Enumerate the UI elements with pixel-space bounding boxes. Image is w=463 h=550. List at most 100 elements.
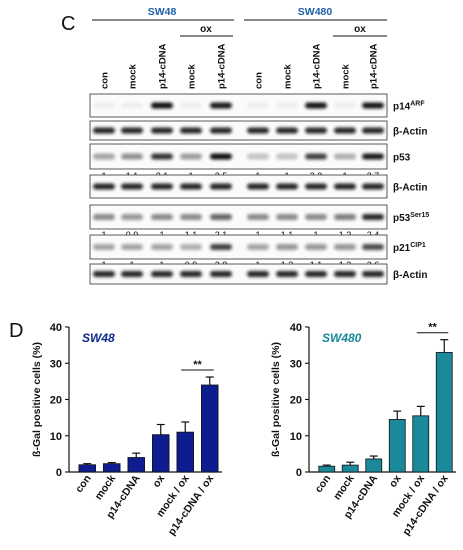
category-label: ox [150, 473, 167, 490]
bar [78, 464, 96, 473]
significance-marker: ** [193, 359, 202, 371]
protein-label: β-Actin [393, 270, 427, 281]
y-tick-label: 0 [296, 467, 302, 479]
blot-strip [89, 120, 388, 141]
protein-band [247, 244, 269, 250]
ox-label: ox [354, 24, 366, 35]
blot-frame [89, 174, 388, 199]
protein-band [362, 102, 384, 109]
protein-band [210, 127, 232, 134]
protein-label: p53Ser15 [393, 212, 429, 224]
protein-band [362, 183, 384, 190]
protein-band [334, 127, 356, 134]
blot-frame [89, 263, 388, 285]
protein-band [334, 183, 356, 190]
lane-label: con [100, 72, 111, 89]
y-tick-label: 0 [56, 467, 62, 479]
y-tick-label: 10 [290, 431, 302, 443]
lane-label: p14-cDNA [158, 43, 169, 89]
protein-band [210, 214, 232, 220]
chart-title: SW48 [82, 331, 115, 345]
category-label: con [73, 473, 94, 495]
protein-band [121, 244, 143, 250]
bar [388, 419, 406, 473]
protein-band [180, 153, 202, 160]
blot-frame [89, 120, 388, 141]
y-axis-label: ß-Gal positive cells (%) [270, 342, 282, 457]
protein-band [247, 183, 269, 190]
chart-title: SW480 [322, 331, 362, 345]
bar [341, 464, 359, 473]
protein-band [180, 271, 202, 277]
protein-band [180, 244, 202, 250]
protein-band [93, 102, 115, 109]
y-tick-label: 20 [50, 395, 62, 407]
bar-chart: 0 10 20 30 40 ß-Gal positive cells (%) SW480 co… [270, 322, 456, 538]
protein-band [151, 183, 173, 190]
protein-band [305, 127, 327, 134]
protein-band [305, 244, 327, 250]
western-blot-panel: SW48 SW480 ox ox con mock p14-cDNA mock p14-cDNA… [89, 6, 429, 285]
category-label: ox [387, 473, 404, 490]
protein-band [362, 127, 384, 134]
cell-line-label: SW48 [148, 6, 177, 18]
protein-band [334, 153, 356, 160]
lane-label: p14-cDNA [217, 43, 228, 89]
category-label: p14-cDNA / ox [166, 473, 217, 538]
blot-frame [89, 93, 388, 118]
cell-line-label: SW480 [298, 6, 333, 18]
ox-label: ox [200, 24, 212, 35]
protein-band [276, 244, 298, 250]
protein-band [276, 214, 298, 220]
protein-band [247, 271, 269, 277]
protein-band [151, 214, 173, 220]
protein-band [305, 271, 327, 277]
y-tick-label: 30 [50, 358, 62, 370]
protein-band [180, 102, 202, 109]
protein-band [334, 244, 356, 250]
protein-label: p21CIP1 [393, 242, 426, 254]
protein-band [305, 153, 327, 160]
bar [318, 465, 336, 473]
protein-band [210, 102, 232, 109]
y-tick-label: 20 [290, 395, 302, 407]
category-label: mock / ox [390, 473, 428, 520]
protein-band [121, 271, 143, 277]
protein-band [305, 214, 327, 220]
protein-band [305, 183, 327, 190]
y-tick-label: 40 [290, 322, 302, 334]
lane-label: mock [128, 63, 139, 89]
protein-label: β-Actin [393, 127, 427, 138]
protein-band [276, 183, 298, 190]
protein-band [362, 244, 384, 250]
protein-label: p14ARF [393, 101, 425, 113]
category-label: p14-cDNA [104, 473, 143, 521]
protein-label: β-Actin [393, 183, 427, 194]
protein-band [362, 271, 384, 277]
protein-band [180, 183, 202, 190]
protein-band [247, 127, 269, 134]
protein-band [276, 102, 298, 109]
bar [412, 415, 430, 473]
protein-band [276, 271, 298, 277]
protein-band [121, 127, 143, 134]
protein-band [151, 127, 173, 134]
bar-chart: 0 10 20 30 40 ß-Gal positive cells (%) SW48 con… [31, 322, 222, 538]
bar [103, 463, 121, 473]
lane-label: p14-cDNA [312, 43, 323, 89]
protein-band [151, 153, 173, 160]
y-tick-label: 10 [50, 431, 62, 443]
protein-band [334, 102, 356, 109]
category-label: p14-cDNA / ox [400, 473, 451, 538]
category-label: mock / ox [154, 473, 192, 520]
category-label: mock [93, 473, 119, 502]
protein-band [151, 271, 173, 277]
significance-marker: ** [428, 322, 437, 334]
protein-band [121, 153, 143, 160]
protein-band [151, 102, 173, 109]
protein-band [247, 153, 269, 160]
protein-band [210, 271, 232, 277]
bar [152, 434, 170, 473]
protein-label: p53 [393, 153, 411, 164]
protein-band [93, 183, 115, 190]
